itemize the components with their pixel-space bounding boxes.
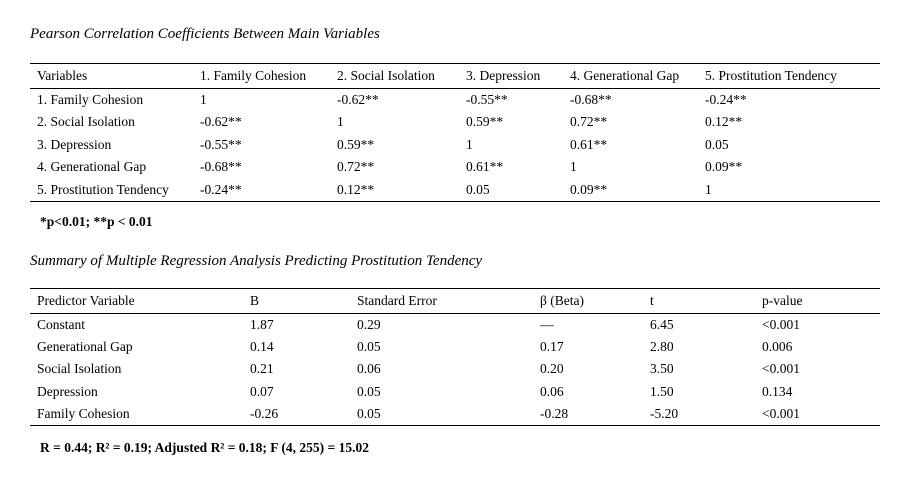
regression-cell: 0.06 [540, 383, 564, 399]
regression-cell: 3.50 [650, 361, 674, 377]
regression-cell: -0.26 [243, 403, 350, 426]
correlation-cell: -0.62** [200, 114, 242, 130]
regression-cell: <0.001 [755, 403, 880, 426]
correlation-cell: 0.59** [337, 136, 375, 152]
correlation-cell: 0.05 [705, 136, 729, 152]
regression-cell: 2.80 [650, 338, 674, 354]
regression-cell: 0.14 [250, 338, 274, 354]
table-row: 4. Generational Gap -0.68** 0.72** 0.61*… [30, 156, 880, 179]
correlation-cell: -0.55** [200, 136, 242, 152]
regression-cell: 1.87 [250, 316, 274, 332]
column-header-variables: Variables [30, 63, 193, 89]
row-label: 2. Social Isolation [37, 114, 135, 130]
column-header-depression: 3. Depression [459, 63, 563, 89]
table-row: 3. Depression -0.55** 0.59** 1 0.61** 0.… [30, 134, 880, 157]
row-label: Depression [37, 383, 98, 399]
table-row: Family Cohesion -0.26 0.05 -0.28 -5.20 <… [30, 403, 880, 426]
regression-cell: -5.20 [643, 403, 755, 426]
column-header-family-cohesion: 1. Family Cohesion [193, 63, 330, 89]
column-header-p-value: p-value [755, 288, 880, 314]
regression-table: Predictor Variable B Standard Error β (B… [30, 287, 880, 427]
regression-cell: <0.001 [762, 316, 800, 332]
correlation-table-title: Pearson Correlation Coefficients Between… [30, 26, 380, 42]
correlation-header-row: Variables 1. Family Cohesion 2. Social I… [30, 63, 880, 89]
regression-cell: 0.29 [357, 316, 381, 332]
column-header-beta: β (Beta) [533, 288, 643, 314]
regression-cell: — [540, 316, 554, 332]
table-row: Social Isolation 0.21 0.06 0.20 3.50 <0.… [30, 358, 880, 381]
regression-cell: 0.05 [357, 338, 381, 354]
correlation-cell: 0.59** [466, 114, 504, 130]
column-header-prostitution-tendency: 5. Prostitution Tendency [698, 63, 880, 89]
row-label: Generational Gap [37, 338, 133, 354]
correlation-table: Variables 1. Family Cohesion 2. Social I… [30, 63, 880, 202]
table-row: 5. Prostitution Tendency -0.24** 0.12** … [30, 178, 880, 202]
table-row: 1. Family Cohesion 1 -0.62** -0.55** -0.… [30, 89, 880, 112]
correlation-cell: 1 [570, 159, 577, 175]
correlation-cell: -0.62** [337, 92, 379, 107]
correlation-cell: 1 [200, 92, 207, 107]
row-label: Constant [37, 316, 86, 332]
table-row: 2. Social Isolation -0.62** 1 0.59** 0.7… [30, 111, 880, 134]
regression-header-row: Predictor Variable B Standard Error β (B… [30, 288, 880, 314]
correlation-cell: 0.72** [570, 114, 608, 130]
correlation-cell: 0.09** [705, 159, 743, 175]
regression-cell: 1.50 [650, 383, 674, 399]
row-label: Social Isolation [37, 361, 122, 377]
correlation-cell: -0.24** [705, 92, 747, 107]
table-row: Depression 0.07 0.05 0.06 1.50 0.134 [30, 381, 880, 404]
regression-cell: 0.05 [350, 403, 533, 426]
regression-cell: 0.06 [357, 361, 381, 377]
regression-cell: 0.17 [540, 338, 564, 354]
regression-cell: <0.001 [762, 361, 800, 377]
regression-cell: 0.134 [762, 383, 793, 399]
regression-cell: 6.45 [650, 316, 674, 332]
row-label: Family Cohesion [30, 403, 243, 426]
correlation-cell: 0.72** [337, 159, 375, 175]
document-page: Pearson Correlation Coefficients Between… [30, 25, 880, 457]
table-row: Generational Gap 0.14 0.05 0.17 2.80 0.0… [30, 336, 880, 359]
column-header-predictor: Predictor Variable [30, 288, 243, 314]
regression-cell: 0.05 [357, 383, 381, 399]
correlation-cell: 1 [698, 178, 880, 202]
table-row: Constant 1.87 0.29 — 6.45 <0.001 [30, 313, 880, 336]
correlation-cell: 0.09** [563, 178, 698, 202]
row-label: 1. Family Cohesion [37, 92, 144, 107]
correlation-cell: 1 [466, 136, 473, 152]
correlation-cell: -0.68** [570, 92, 612, 107]
correlation-cell: 1 [337, 114, 344, 130]
column-header-generational-gap: 4. Generational Gap [563, 63, 698, 89]
regression-cell: -0.28 [533, 403, 643, 426]
regression-table-title: Summary of Multiple Regression Analysis … [30, 252, 483, 269]
row-label: 4. Generational Gap [37, 159, 147, 175]
column-header-t: t [643, 288, 755, 314]
significance-footnote: *p<0.01; **p < 0.01 [40, 213, 153, 229]
correlation-cell: 0.61** [570, 136, 608, 152]
model-fit-footnote: R = 0.44; R² = 0.19; Adjusted R² = 0.18;… [40, 440, 369, 455]
column-header-b: B [243, 288, 350, 314]
correlation-cell: 0.05 [459, 178, 563, 202]
correlation-cell: -0.68** [200, 159, 242, 175]
correlation-cell: -0.24** [193, 178, 330, 202]
regression-section: Summary of Multiple Regression Analysis … [30, 252, 880, 457]
correlation-section: Pearson Correlation Coefficients Between… [30, 25, 880, 230]
row-label: 5. Prostitution Tendency [30, 178, 193, 202]
correlation-cell: -0.55** [466, 92, 508, 107]
column-header-standard-error: Standard Error [350, 288, 533, 314]
correlation-cell: 0.12** [705, 114, 743, 130]
correlation-cell: 0.61** [466, 159, 504, 175]
regression-cell: 0.006 [762, 338, 793, 354]
row-label: 3. Depression [37, 136, 112, 152]
regression-cell: 0.07 [250, 383, 274, 399]
column-header-social-isolation: 2. Social Isolation [330, 63, 459, 89]
regression-cell: 0.20 [540, 361, 564, 377]
correlation-cell: 0.12** [330, 178, 459, 202]
regression-cell: 0.21 [250, 361, 274, 377]
